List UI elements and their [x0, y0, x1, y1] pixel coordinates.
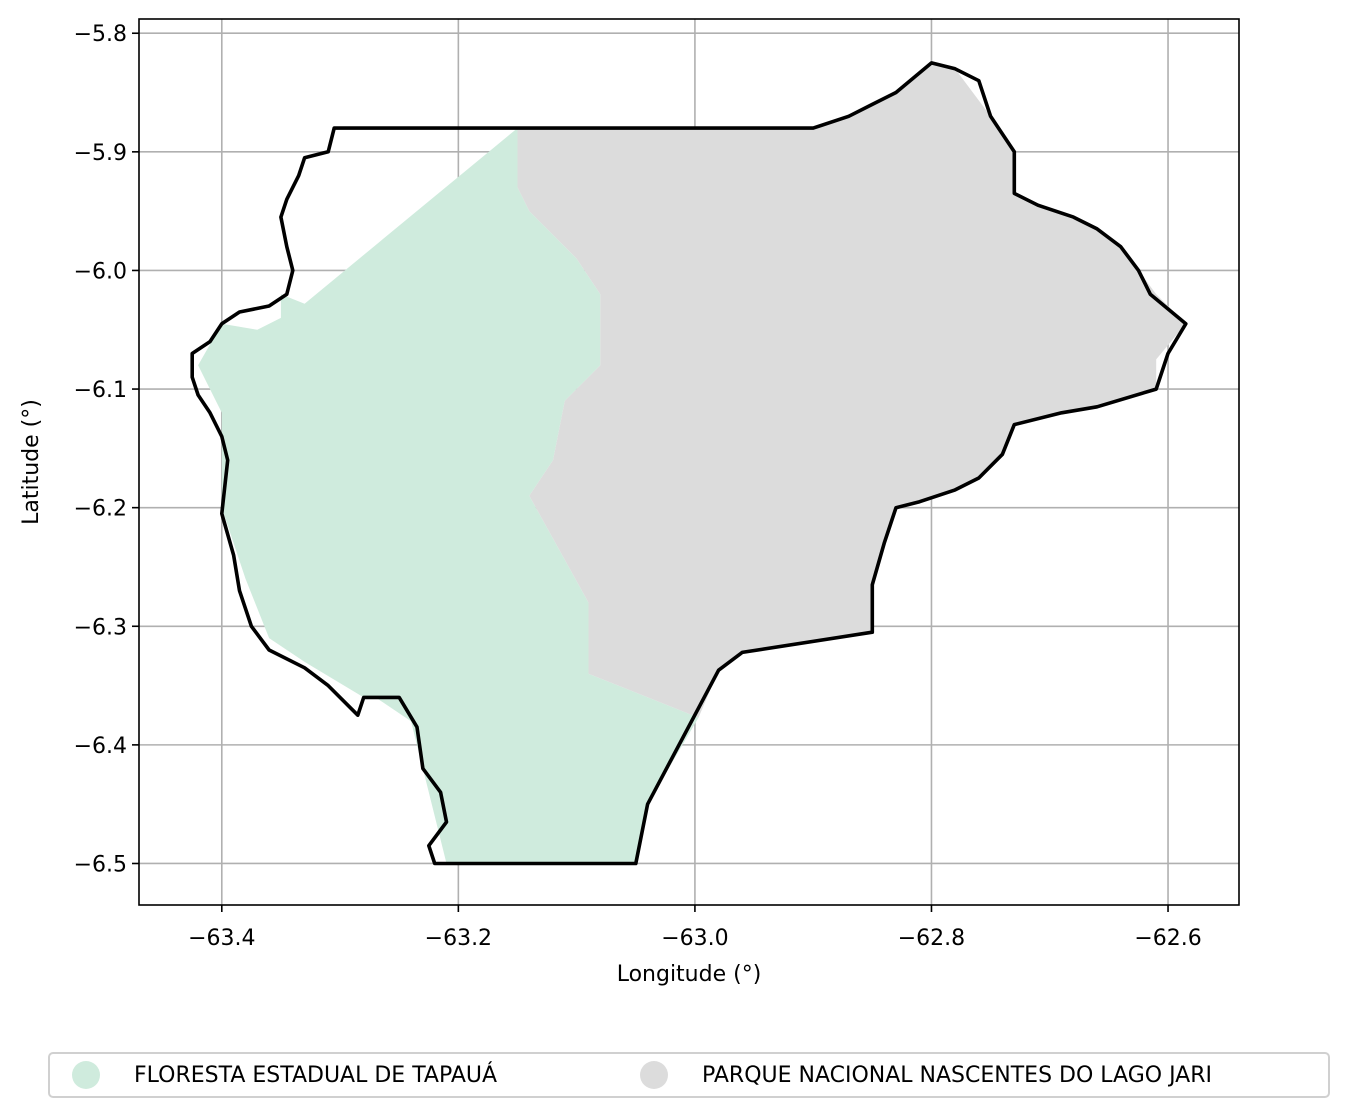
- x-tick-label: −62.8: [898, 926, 965, 951]
- legend: FLORESTA ESTADUAL DE TAPAUÁ PARQUE NACIO…: [48, 1052, 1330, 1098]
- legend-swatch-floresta: [72, 1061, 100, 1089]
- region-parque-nacional-nascentes-do-lago-jari: [517, 62, 1186, 718]
- y-tick-label: −6.5: [74, 852, 127, 877]
- regions: [198, 62, 1186, 864]
- region-floresta-estadual-de-tapaua: [198, 128, 699, 864]
- x-tick-label: −63.2: [425, 926, 492, 951]
- map-chart: −63.4 −63.2 −63.0 −62.8 −62.6 −5.8 −5.9 −6.0 −6.…: [19, 18, 1240, 987]
- y-tick-label: −6.2: [74, 497, 127, 522]
- municipality-boundary: [190, 61, 1188, 866]
- ticks: −63.4 −63.2 −63.0 −62.8 −62.6 −5.8 −5.9 −6.0 −6.…: [74, 22, 1202, 951]
- legend-item-parque: PARQUE NACIONAL NASCENTES DO LAGO JARI: [640, 1054, 1212, 1096]
- y-tick-label: −6.1: [74, 378, 127, 403]
- y-tick-label: −6.4: [74, 734, 127, 759]
- y-tick-label: −5.9: [74, 141, 127, 166]
- y-tick-label: −6.0: [74, 259, 127, 284]
- plot-frame: [138, 18, 1240, 906]
- legend-label-floresta: FLORESTA ESTADUAL DE TAPAUÁ: [134, 1062, 498, 1088]
- legend-item-floresta: FLORESTA ESTADUAL DE TAPAUÁ: [72, 1054, 497, 1096]
- boundary-outline: [190, 61, 1188, 866]
- y-tick-label: −6.3: [74, 615, 127, 640]
- x-tick-label: −63.4: [188, 926, 255, 951]
- x-axis-label: Longitude (°): [617, 962, 762, 987]
- legend-swatch-parque: [640, 1061, 668, 1089]
- y-tick-label: −5.8: [74, 22, 127, 47]
- x-tick-label: −63.0: [661, 926, 728, 951]
- y-axis-label: Latitude (°): [19, 399, 44, 525]
- legend-label-parque: PARQUE NACIONAL NASCENTES DO LAGO JARI: [702, 1062, 1212, 1088]
- x-tick-label: −62.6: [1134, 926, 1201, 951]
